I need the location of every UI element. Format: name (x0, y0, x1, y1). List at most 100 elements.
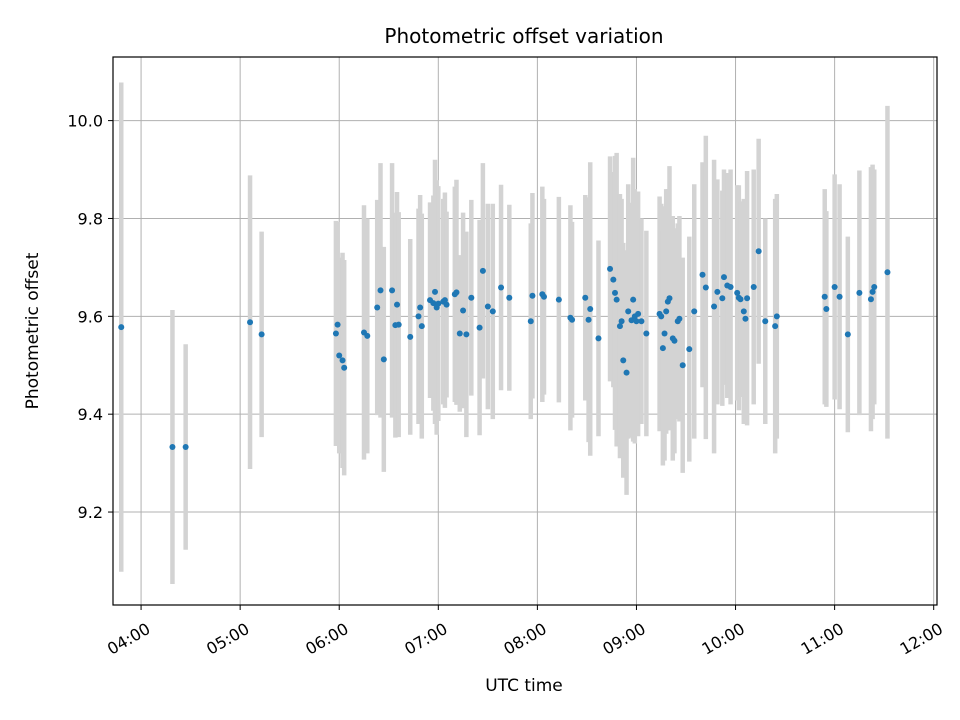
data-point (658, 313, 665, 320)
data-point (374, 304, 381, 311)
data-point (339, 357, 346, 364)
data-point (394, 301, 401, 308)
data-point (377, 287, 384, 294)
data-point (118, 324, 125, 331)
data-point (618, 318, 625, 325)
data-point (714, 288, 721, 295)
data-point (435, 300, 442, 307)
data-point (630, 296, 637, 303)
data-point (755, 248, 762, 255)
data-point (607, 265, 614, 272)
data-point (831, 283, 838, 290)
data-point (643, 330, 650, 337)
data-point (623, 369, 630, 376)
data-point (506, 294, 513, 301)
data-point (587, 305, 594, 312)
data-point (336, 352, 343, 359)
data-point (498, 284, 505, 291)
data-point (699, 271, 706, 278)
data-point (247, 319, 254, 326)
data-point (463, 331, 470, 338)
y-tick-label: 10.0 (67, 112, 103, 131)
data-point (453, 289, 460, 296)
data-point (432, 288, 439, 295)
data-point (489, 308, 496, 315)
data-point (582, 294, 589, 301)
data-point (676, 315, 683, 322)
data-point (663, 308, 670, 315)
data-point (341, 364, 348, 371)
data-point (380, 356, 387, 363)
data-point (884, 269, 891, 276)
data-point (666, 295, 673, 302)
data-point (750, 283, 757, 290)
data-point (633, 318, 640, 325)
data-point (417, 304, 424, 311)
data-point (691, 308, 698, 315)
data-point (611, 289, 618, 296)
data-point (610, 276, 617, 283)
data-point (585, 316, 592, 323)
data-point (719, 295, 726, 302)
data-point (395, 321, 402, 328)
data-point (638, 318, 645, 325)
x-axis-title: UTC time (485, 676, 563, 696)
data-point (661, 330, 668, 337)
data-point (456, 330, 463, 337)
data-point (430, 300, 437, 307)
y-tick-label: 9.4 (78, 405, 103, 424)
plot-area-frame (112, 56, 938, 606)
data-point (742, 315, 749, 322)
data-point (836, 293, 843, 300)
data-point (169, 443, 176, 450)
data-point (476, 324, 483, 331)
data-point (635, 310, 642, 317)
data-point (407, 333, 414, 340)
data-point (364, 332, 371, 339)
data-point (727, 283, 734, 290)
data-point (869, 288, 876, 295)
data-point (823, 305, 830, 312)
data-point (569, 316, 576, 323)
data-point (389, 287, 396, 294)
y-tick-label: 9.6 (78, 307, 103, 326)
chart-title: Photometric offset variation (384, 24, 663, 48)
data-point (415, 313, 422, 320)
y-tick-label: 9.2 (78, 503, 103, 522)
data-point (620, 357, 627, 364)
data-point (529, 292, 536, 299)
data-point (679, 362, 686, 369)
data-point (418, 323, 425, 330)
data-point (686, 346, 693, 353)
data-point (258, 331, 265, 338)
data-point (737, 296, 744, 303)
data-point (659, 345, 666, 352)
data-point (871, 283, 878, 290)
data-point (625, 308, 632, 315)
data-point (711, 303, 718, 310)
data-point (702, 284, 709, 291)
point-layer (118, 248, 891, 450)
data-point (856, 289, 863, 296)
data-point (867, 296, 874, 303)
y-axis-title: Photometric offset (23, 252, 43, 409)
data-point (527, 318, 534, 325)
data-point (744, 295, 751, 302)
data-point (595, 335, 602, 342)
data-point (555, 296, 562, 303)
data-point (734, 289, 741, 296)
data-point (671, 337, 678, 344)
data-point (762, 318, 769, 325)
data-point (468, 294, 475, 301)
data-point (484, 303, 491, 310)
data-point (479, 267, 486, 274)
data-point (740, 308, 747, 315)
data-point (720, 274, 727, 281)
data-point (844, 331, 851, 338)
data-point (616, 323, 623, 330)
data-point (773, 313, 780, 320)
data-point (443, 301, 450, 308)
data-point (334, 321, 341, 328)
data-point (613, 296, 620, 303)
data-point (628, 317, 635, 324)
